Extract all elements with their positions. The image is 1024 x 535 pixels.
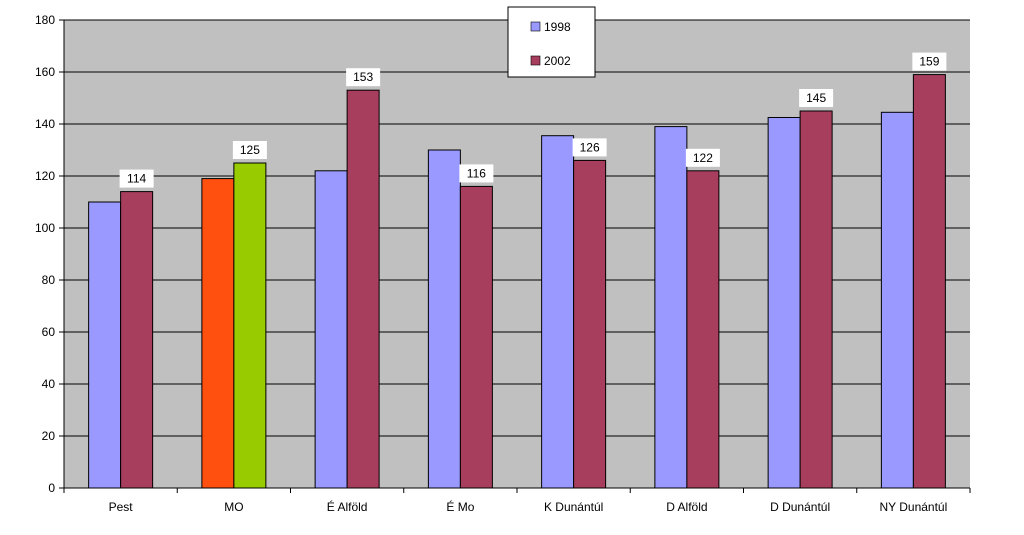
data-label-box: [119, 169, 154, 188]
data-label-box: [572, 138, 607, 157]
y-tick-label: 60: [42, 325, 56, 339]
plot-background: [64, 20, 970, 488]
data-label: 114: [127, 172, 146, 186]
bar-2002-d-alföld: [686, 170, 720, 489]
x-category-label: Pest: [109, 500, 134, 514]
x-category-label: NY Dunántúl: [879, 500, 947, 514]
y-tick-label: 100: [35, 221, 55, 235]
data-label: 159: [919, 55, 939, 69]
y-tick-label: 160: [35, 65, 55, 79]
y-tick-label: 140: [35, 117, 55, 131]
plot-area: [64, 19, 970, 488]
y-tick-label: 20: [42, 429, 56, 443]
y-tick-label: 120: [35, 169, 55, 183]
x-category-label: MO: [224, 500, 243, 514]
bars: [88, 74, 946, 489]
bar-1998-é-mo: [427, 149, 461, 489]
data-label: 116: [467, 166, 486, 180]
legend-label-1998: 1998: [544, 20, 571, 34]
data-label: 122: [693, 151, 713, 165]
bar-2002-mo: [233, 162, 267, 489]
data-label-box: [685, 148, 720, 167]
data-label-box: [459, 164, 494, 183]
bar-1998-k-dunántúl: [541, 135, 575, 489]
data-label-box: [912, 52, 947, 71]
data-label-box: [799, 89, 834, 107]
y-tick-label: 40: [42, 377, 56, 391]
bar-2002-é-alföld: [346, 89, 380, 489]
legend-box: [507, 6, 596, 78]
x-category-label: D Alföld: [666, 500, 707, 514]
y-tick-label: 180: [35, 13, 55, 27]
x-category-label: K Dunántúl: [544, 500, 603, 514]
legend-swatch-1998: [530, 21, 541, 32]
bar-1998-d-alföld: [654, 126, 688, 489]
bar-2002-d-dunántúl: [799, 110, 833, 489]
legend-swatch-2002: [530, 55, 541, 66]
data-labels: 114 125 153 116 126 122 145 159: [119, 52, 947, 188]
bar-1998-mo: [201, 178, 235, 489]
bar-2002-é-mo: [459, 185, 493, 489]
data-label: 145: [806, 91, 826, 105]
bar-1998-é-alföld: [314, 170, 348, 489]
data-label-box: [346, 68, 381, 87]
data-label: 153: [353, 70, 373, 84]
bar-1998-ny-dunántúl: [880, 111, 914, 489]
bar-1998-pest: [88, 201, 122, 489]
data-label: 126: [580, 140, 600, 154]
bar-2002-k-dunántúl: [573, 159, 607, 489]
x-category-label: D Dunántúl: [770, 500, 830, 514]
legend: 1998 2002: [507, 6, 596, 78]
bar-2002-pest: [120, 191, 154, 489]
y-tick-label: 0: [48, 481, 55, 495]
data-label-box: [232, 141, 267, 159]
axes: 0 20 40 60 80 100 120 140 160 180 Pest MO É Alföld É …: [35, 13, 971, 514]
legend-label-2002: 2002: [544, 54, 571, 68]
y-tick-label: 80: [42, 273, 56, 287]
x-category-label: É Mo: [446, 499, 474, 514]
bar-1998-d-dunántúl: [767, 117, 801, 489]
data-label: 125: [240, 143, 260, 157]
x-category-label: É Alföld: [327, 499, 368, 514]
bar-2002-ny-dunántúl: [912, 74, 946, 489]
